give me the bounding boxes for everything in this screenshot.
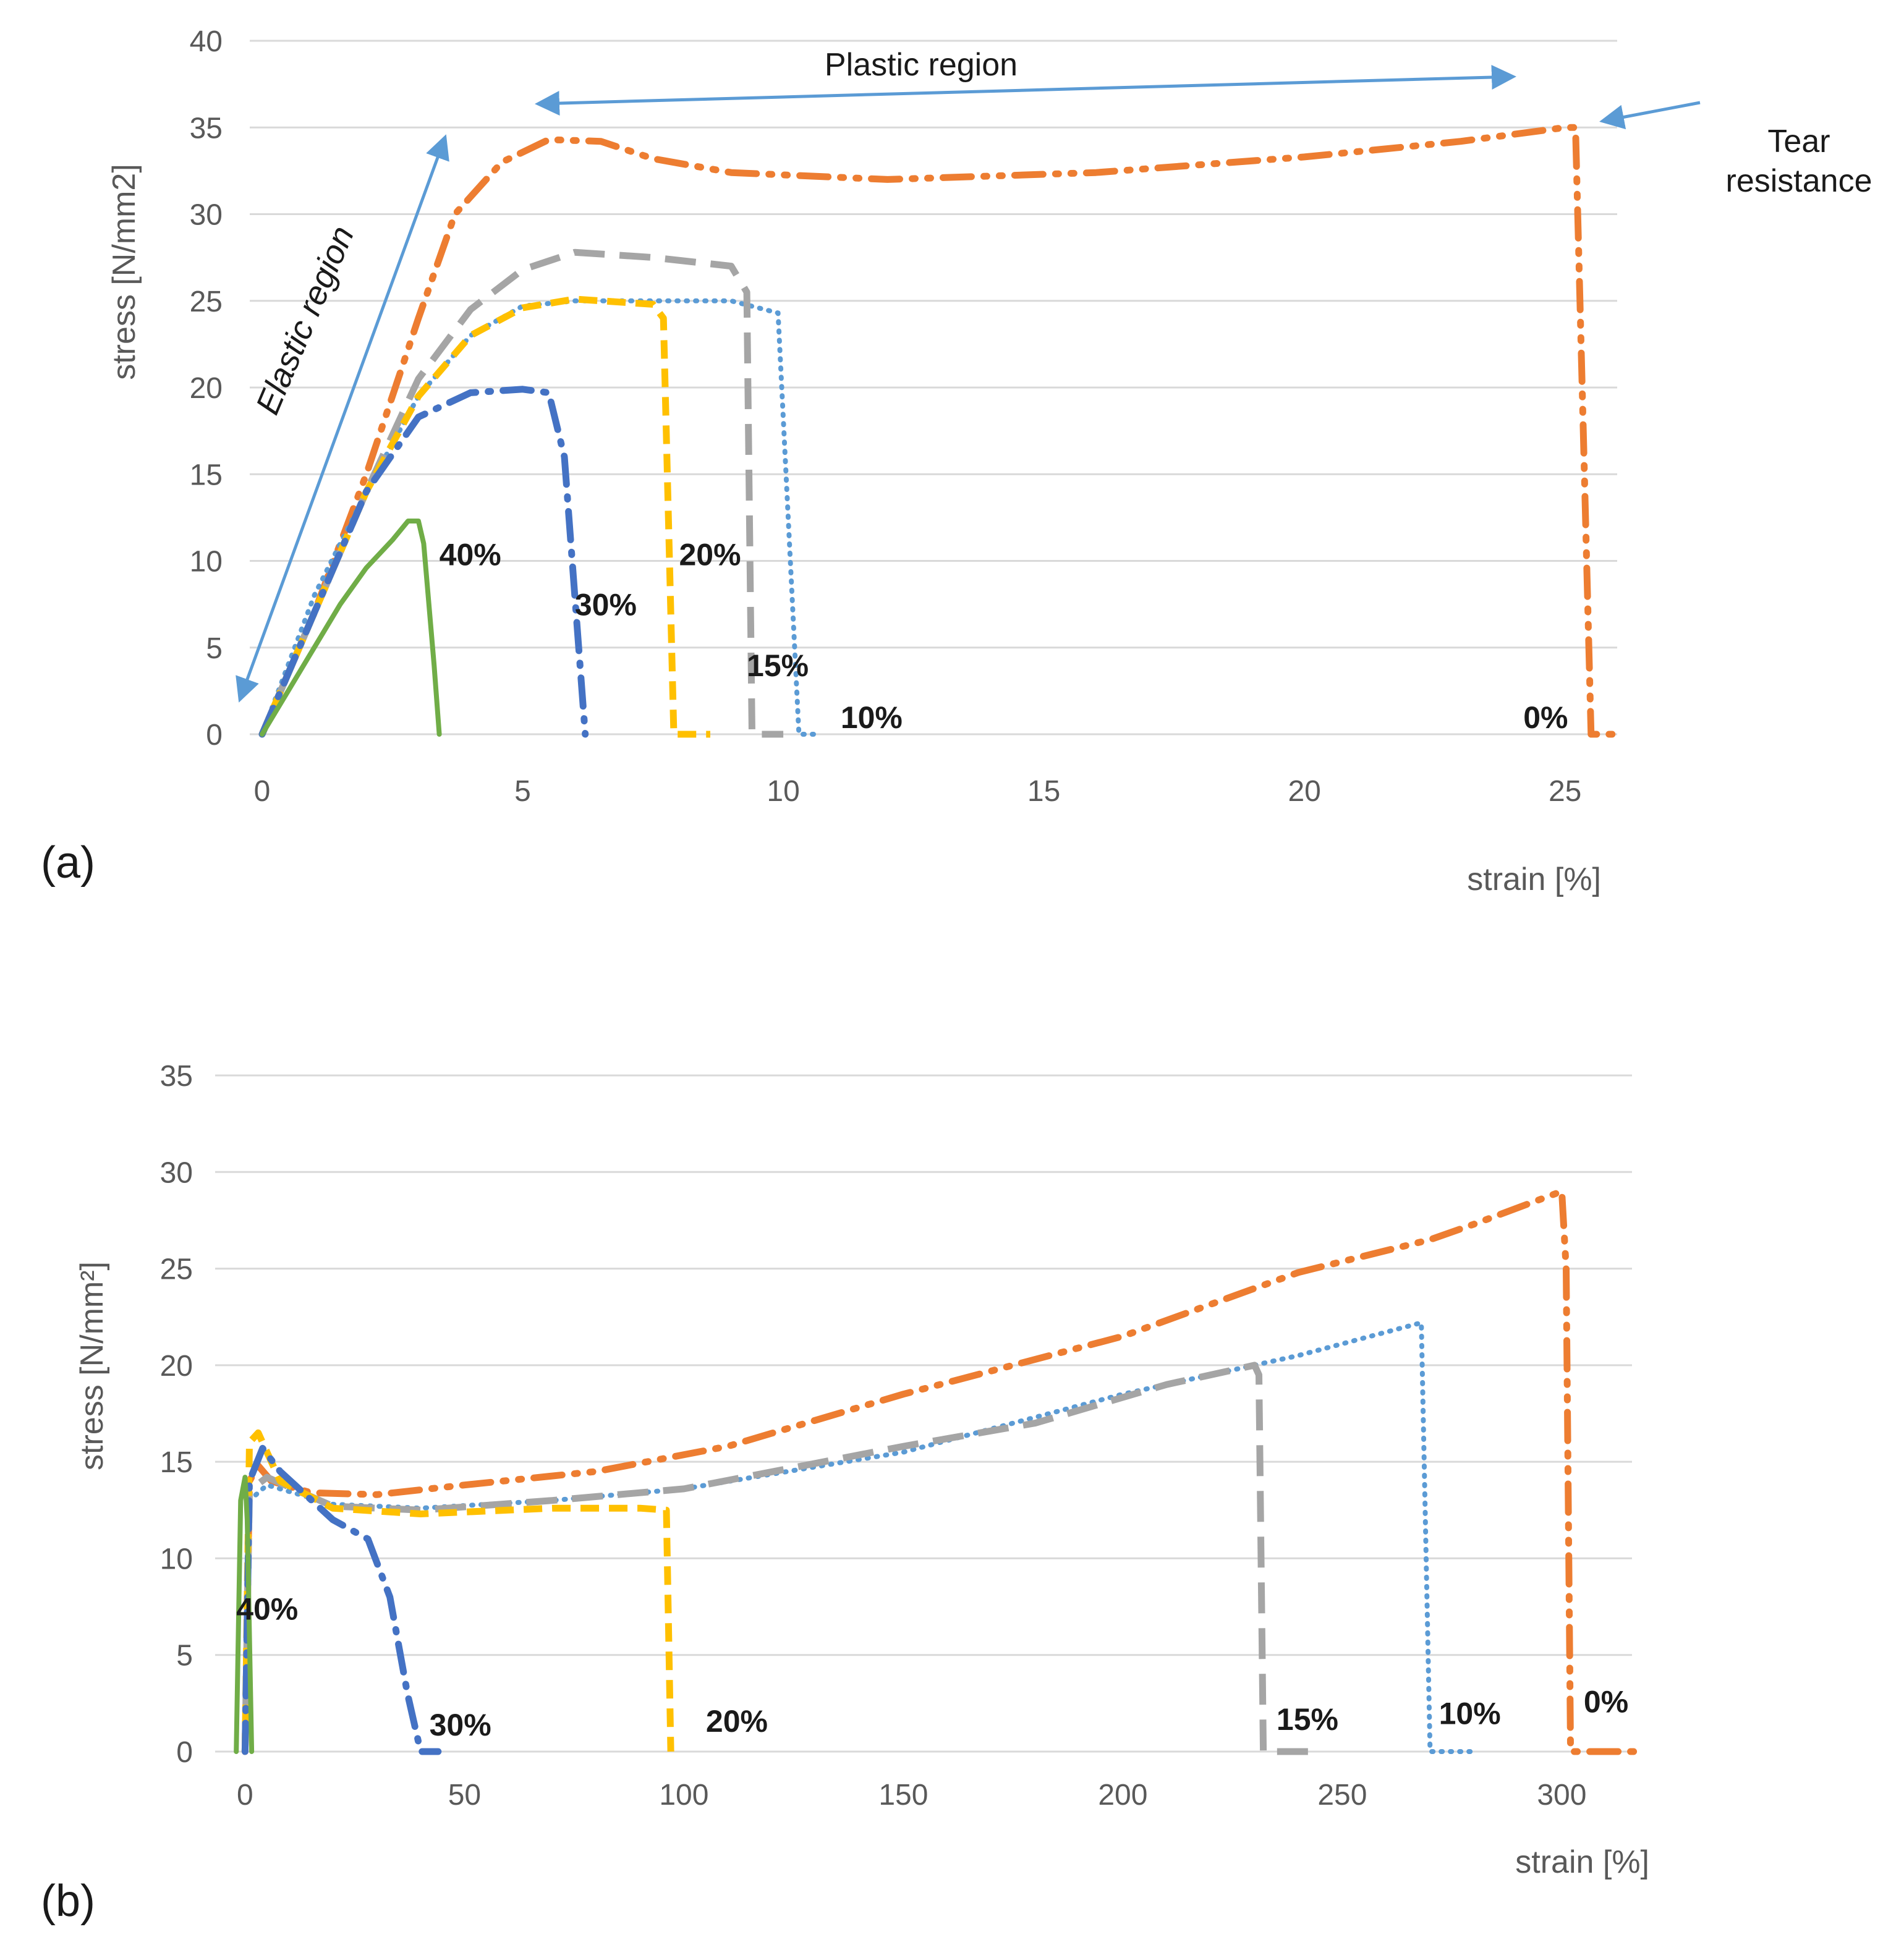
chart-a-y-axis-title: stress [N/mm2]: [106, 164, 142, 380]
y-tick-label: 5: [176, 1640, 193, 1672]
tear-resistance-arrow: [1599, 101, 1701, 130]
y-tick-label: 20: [160, 1350, 193, 1383]
series-line-40pct: [260, 519, 442, 737]
x-tick-label: 250: [1317, 1779, 1367, 1812]
data-label-20pct: 20%: [679, 537, 741, 572]
x-tick-label: 100: [659, 1779, 708, 1812]
series-line-10pct: [260, 298, 817, 737]
data-label-40pct: 40%: [236, 1592, 298, 1627]
data-label-40pct: 40%: [440, 537, 501, 572]
data-label-0pct: 0%: [1584, 1685, 1628, 1719]
y-tick-label: 30: [160, 1156, 193, 1189]
series-line-15pct: [258, 248, 784, 738]
data-label-15pct: 15%: [1277, 1702, 1338, 1737]
data-label-20pct: 20%: [706, 1704, 768, 1739]
chart-b-y-axis-title: stress [N/mm²]: [74, 1261, 110, 1470]
data-label-0pct: 0%: [1523, 700, 1568, 735]
x-tick-label: 0: [237, 1779, 253, 1812]
x-tick-label: 200: [1098, 1779, 1147, 1812]
chart-a-series: [258, 124, 1621, 738]
series-line-0pct: [241, 1188, 1644, 1755]
x-tick-label: 20: [1288, 775, 1320, 808]
chart-b-x-tick-labels: 0 50 100 150 200 250 300: [237, 1779, 1586, 1812]
y-tick-label: 15: [190, 459, 223, 491]
y-tick-label: 10: [160, 1543, 193, 1575]
elastic-region-label: Elastic region: [249, 221, 361, 420]
plastic-region-label: Plastic region: [825, 47, 1018, 83]
y-tick-label: 20: [190, 372, 223, 405]
series-line-40pct: [234, 1475, 255, 1754]
chart-a: 0 5 10 15 20 25 30 35 40 0 5 10 15 20 25 0% 10% 15% 20% 3…: [41, 25, 1872, 897]
y-tick-label: 30: [190, 199, 223, 232]
y-tick-label: 0: [206, 719, 223, 752]
x-tick-label: 15: [1027, 775, 1060, 808]
chart-a-data-labels: 0% 10% 15% 20% 30% 40%: [440, 537, 1568, 735]
data-label-15pct: 15%: [747, 648, 809, 683]
y-tick-label: 35: [190, 112, 223, 145]
x-tick-label: 10: [767, 775, 799, 808]
chart-b-gridlines: [215, 1074, 1632, 1753]
chart-b-y-tick-labels: 0 5 10 15 20 25 30 35: [160, 1060, 193, 1769]
chart-a-x-axis-title: strain [%]: [1467, 862, 1601, 897]
tear-resistance-label-line1: Tear: [1767, 124, 1830, 159]
data-label-30pct: 30%: [575, 588, 637, 622]
chart-b: 0 5 10 15 20 25 30 35 0 50 100 150 200 250 300 0% 10% 1…: [41, 1060, 1649, 1926]
chart-a-x-tick-labels: 0 5 10 15 20 25: [254, 775, 1582, 808]
x-tick-label: 150: [878, 1779, 928, 1812]
y-tick-label: 0: [176, 1736, 193, 1769]
panel-label-b: (b): [41, 1876, 95, 1926]
y-tick-label: 10: [190, 546, 223, 578]
x-tick-label: 25: [1549, 775, 1581, 808]
chart-a-y-tick-labels: 0 5 10 15 20 25 30 35 40: [190, 25, 223, 752]
plastic-region-arrow: [535, 64, 1516, 116]
data-label-10pct: 10%: [841, 700, 903, 735]
series-line-10pct: [242, 1320, 1477, 1754]
chart-b-x-axis-title: strain [%]: [1515, 1844, 1649, 1880]
y-tick-label: 25: [160, 1253, 193, 1286]
elastic-region-arrow: [236, 134, 449, 703]
x-tick-label: 5: [514, 775, 531, 808]
chart-b-data-labels: 0% 10% 15% 20% 30% 40%: [236, 1592, 1628, 1743]
x-tick-label: 300: [1537, 1779, 1586, 1812]
series-line-0pct: [258, 124, 1621, 738]
y-tick-label: 25: [190, 286, 223, 318]
panel-label-a: (a): [41, 838, 95, 888]
x-tick-label: 50: [448, 1779, 481, 1812]
y-tick-label: 5: [206, 632, 223, 665]
series-line-20pct: [258, 295, 710, 738]
series-line-20pct: [241, 1429, 674, 1752]
data-label-10pct: 10%: [1439, 1696, 1501, 1731]
tear-resistance-label-line2: resistance: [1726, 163, 1872, 199]
chart-b-series: [234, 1188, 1644, 1755]
y-tick-label: 35: [160, 1060, 193, 1093]
y-tick-label: 15: [160, 1446, 193, 1479]
data-label-30pct: 30%: [430, 1708, 491, 1742]
x-tick-label: 0: [254, 775, 271, 808]
series-line-30pct: [241, 1444, 442, 1755]
y-tick-label: 40: [190, 25, 223, 58]
